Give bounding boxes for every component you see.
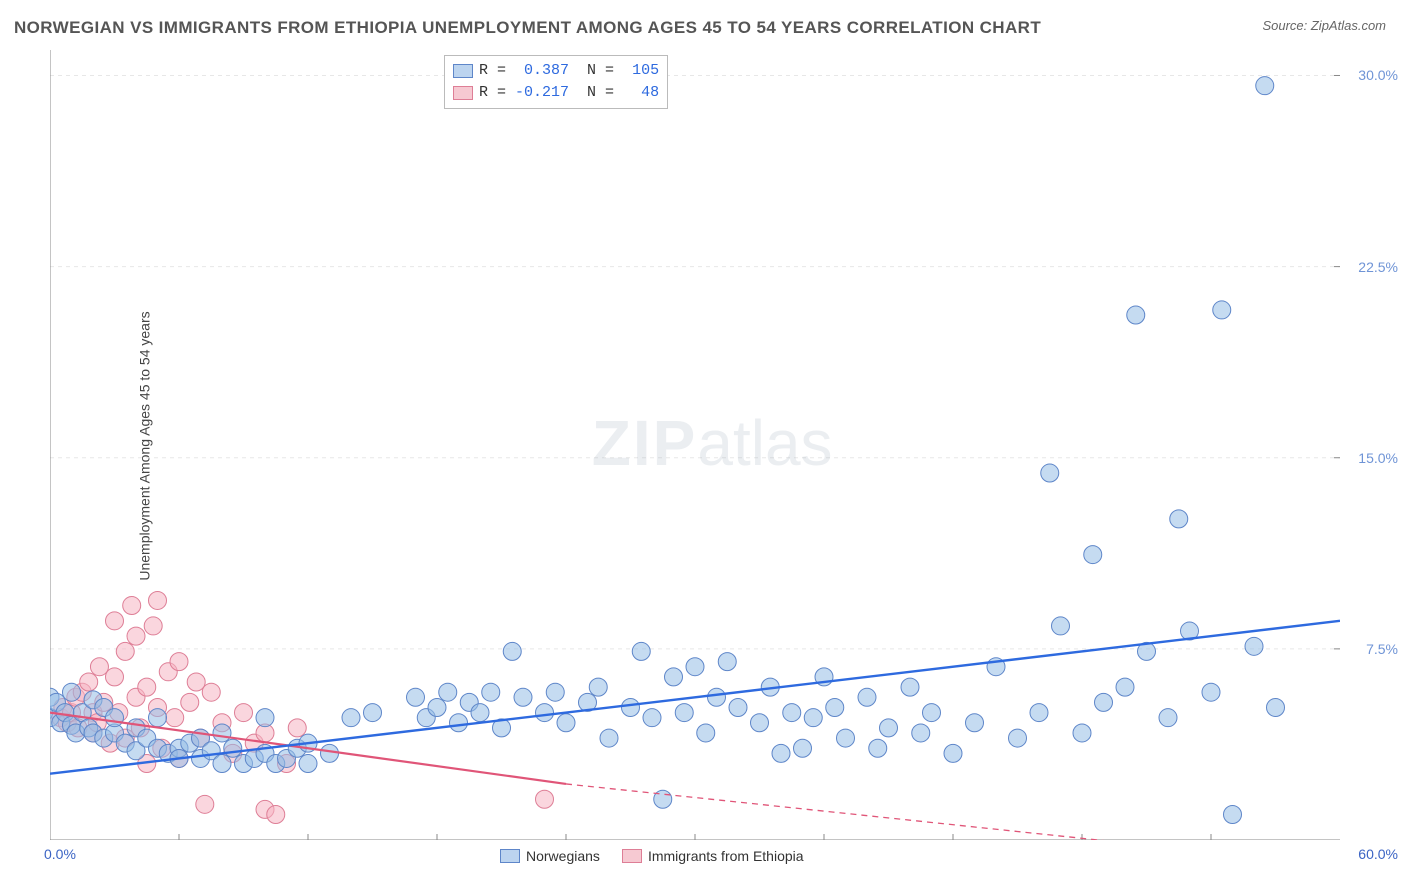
x-tick-label: 0.0% bbox=[44, 846, 76, 862]
legend-label: Norwegians bbox=[526, 848, 600, 864]
legend-label: Immigrants from Ethiopia bbox=[648, 848, 804, 864]
y-tick-label: 7.5% bbox=[1366, 641, 1398, 657]
chart-title: NORWEGIAN VS IMMIGRANTS FROM ETHIOPIA UN… bbox=[14, 18, 1041, 38]
stats-box: R = 0.387 N = 105R = -0.217 N = 48 bbox=[444, 55, 668, 109]
legend-swatch bbox=[453, 86, 473, 100]
x-tick-label: 60.0% bbox=[1358, 846, 1398, 862]
stats-text: R = 0.387 N = 105 bbox=[479, 60, 659, 82]
stats-row: R = -0.217 N = 48 bbox=[453, 82, 659, 104]
legend-swatch bbox=[500, 849, 520, 863]
stats-row: R = 0.387 N = 105 bbox=[453, 60, 659, 82]
legend-swatch bbox=[453, 64, 473, 78]
chart-container: { "title": "NORWEGIAN VS IMMIGRANTS FROM… bbox=[0, 0, 1406, 892]
plot-area: ZIPatlas 30.0%22.5%15.0%7.5%0.0%60.0% bbox=[50, 50, 1340, 840]
scatter-svg bbox=[50, 50, 1340, 840]
legend-swatch bbox=[622, 849, 642, 863]
source-label: Source: ZipAtlas.com bbox=[1262, 18, 1386, 33]
y-tick-label: 22.5% bbox=[1358, 259, 1398, 275]
legend-item: Immigrants from Ethiopia bbox=[622, 848, 804, 864]
legend-bottom: Norwegians Immigrants from Ethiopia bbox=[500, 848, 804, 864]
y-tick-label: 30.0% bbox=[1358, 67, 1398, 83]
legend-item: Norwegians bbox=[500, 848, 600, 864]
stats-text: R = -0.217 N = 48 bbox=[479, 82, 659, 104]
y-tick-label: 15.0% bbox=[1358, 450, 1398, 466]
